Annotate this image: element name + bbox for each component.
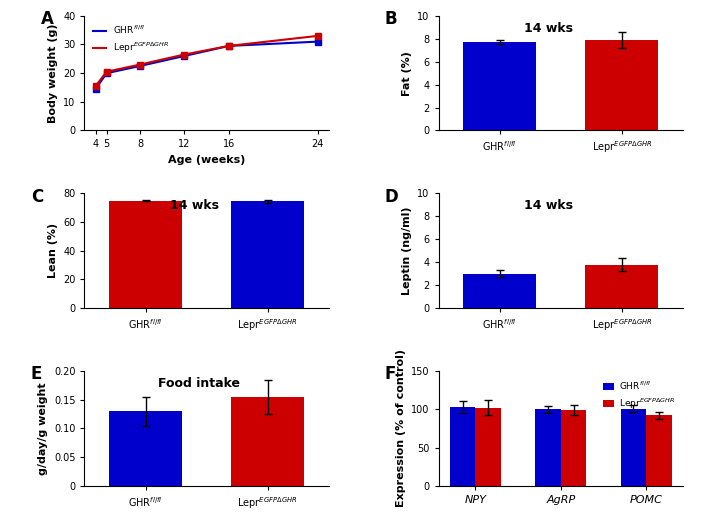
Text: D: D <box>385 188 398 206</box>
Text: 14 wks: 14 wks <box>524 199 573 212</box>
X-axis label: Age (weeks): Age (weeks) <box>168 155 245 165</box>
Y-axis label: Lean (%): Lean (%) <box>48 223 58 278</box>
Bar <box>463 42 536 130</box>
Bar <box>109 411 182 486</box>
Y-axis label: Fat (%): Fat (%) <box>402 51 412 96</box>
Bar <box>475 408 501 486</box>
Bar <box>450 407 475 486</box>
Legend: GHR$^{fl/fl}$, Lepr$^{EGFPΔGHR}$: GHR$^{fl/fl}$, Lepr$^{EGFPΔGHR}$ <box>89 21 173 59</box>
Bar <box>620 409 646 486</box>
Legend: GHR$^{fl/fl}$, Lepr$^{EGFPΔGHR}$: GHR$^{fl/fl}$, Lepr$^{EGFPΔGHR}$ <box>600 375 679 414</box>
Y-axis label: Expression (% of control): Expression (% of control) <box>396 350 406 507</box>
Text: 14 wks: 14 wks <box>524 22 573 34</box>
Bar <box>535 409 561 486</box>
Bar <box>109 201 182 308</box>
Bar <box>463 274 536 308</box>
Y-axis label: Leptin (ng/ml): Leptin (ng/ml) <box>402 206 412 295</box>
Y-axis label: g/day/g weight: g/day/g weight <box>39 382 49 475</box>
Bar <box>585 40 658 130</box>
Bar <box>231 201 304 308</box>
Text: A: A <box>41 10 54 28</box>
Text: F: F <box>385 365 396 383</box>
Y-axis label: Body weight (g): Body weight (g) <box>48 23 58 123</box>
Text: E: E <box>31 365 42 383</box>
Text: 14 wks: 14 wks <box>170 199 219 212</box>
Text: Food intake: Food intake <box>158 377 240 390</box>
Bar <box>561 410 586 486</box>
Bar <box>585 265 658 308</box>
Text: B: B <box>385 10 398 28</box>
Bar <box>231 397 304 486</box>
Bar <box>646 416 672 486</box>
Text: C: C <box>31 188 43 206</box>
